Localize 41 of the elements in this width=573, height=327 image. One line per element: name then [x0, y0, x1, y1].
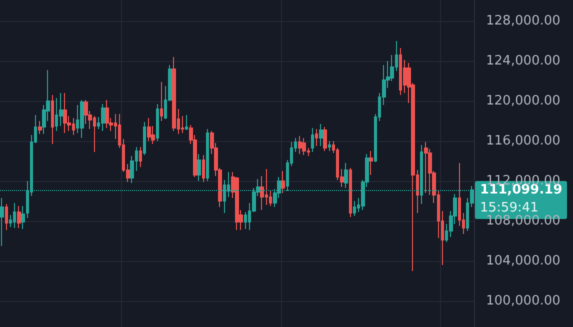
- candlestick: [353, 200, 356, 216]
- candlestick: [38, 120, 42, 134]
- candlestick: [298, 136, 302, 154]
- candlestick: [424, 142, 428, 194]
- candlestick: [17, 206, 21, 228]
- candlestick: [63, 92, 67, 134]
- text: 15:59:41: [480, 200, 538, 216]
- y-tick-label: 128,000.00: [486, 14, 560, 28]
- y-tick-label: 116,000.00: [486, 134, 560, 148]
- candlestick: [323, 126, 327, 152]
- candlestick: [13, 202, 16, 228]
- candlestick: [80, 100, 84, 138]
- candlestick: [21, 206, 25, 230]
- candlestick: [206, 128, 209, 182]
- candlestick: [344, 162, 348, 188]
- candlestick: [202, 154, 205, 182]
- y-tick-label: 104,000.00: [486, 254, 560, 268]
- candlestick: [105, 100, 109, 128]
- candlestick: [315, 128, 318, 146]
- candlestick: [349, 168, 352, 218]
- y-tick-label: 120,000.00: [486, 94, 560, 108]
- candlestick: [311, 128, 314, 152]
- candlestick: [143, 122, 146, 156]
- candlestick: [328, 140, 331, 152]
- candlestick: [302, 138, 306, 156]
- y-tick-label: 100,000.00: [486, 294, 560, 308]
- candlestick: [139, 146, 142, 168]
- candlestick: [0, 198, 4, 246]
- candlestick: [172, 56, 176, 132]
- y-tick-label: 124,000.00: [486, 54, 560, 68]
- candlestick: [5, 204, 8, 230]
- candlestick: [197, 154, 201, 182]
- candlestick: [369, 150, 373, 176]
- candlestick: [160, 82, 163, 122]
- candlestick: [156, 104, 159, 142]
- candlestick: [147, 118, 151, 142]
- candlestick: [185, 114, 188, 130]
- candlestick: [51, 94, 54, 144]
- candlestick: [281, 170, 285, 194]
- candlestick: [101, 104, 105, 132]
- candlestick: [319, 124, 323, 146]
